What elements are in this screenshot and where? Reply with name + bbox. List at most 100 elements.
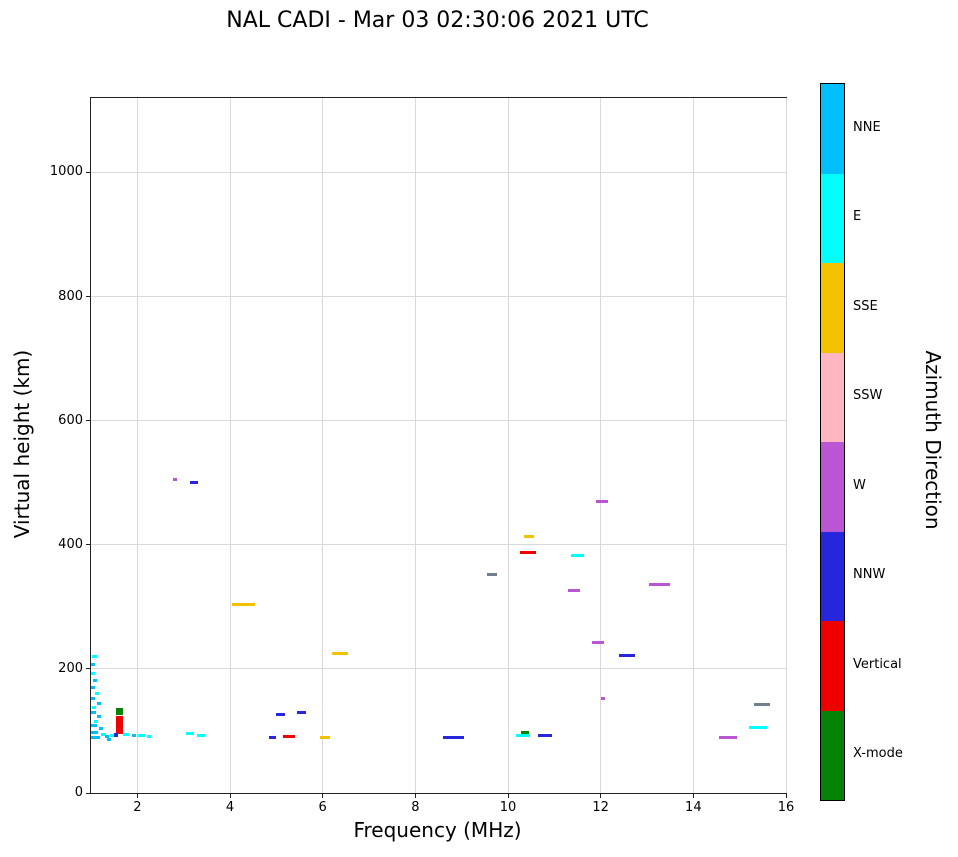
x-tick-label: 12 [592,800,609,815]
x-tick [414,793,416,798]
colorbar-segment-e [821,173,844,263]
colorbar-label-ssw: SSW [853,388,883,404]
echo-trace [92,706,97,710]
echo-trace [297,710,307,714]
x-tick [322,793,324,798]
echo-trace [320,735,330,739]
echo-trace [232,603,256,607]
x-tick-label: 14 [685,800,702,815]
echo-trace [516,734,531,738]
x-gridline [692,98,694,793]
echo-trace [91,723,97,727]
x-gridline [785,98,787,793]
colorbar-segment-ssw [821,352,844,442]
x-tick [229,793,231,798]
x-tick [785,793,787,798]
echo-trace [94,691,99,695]
colorbar-segment-nne [821,84,844,174]
x-tick [507,793,509,798]
echo-trace [91,671,95,675]
colorbar-label-nnw: NNW [853,567,886,583]
x-gridline [414,98,416,793]
colorbar-label-e: E [853,209,862,225]
echo-trace [116,708,124,716]
colorbar-label-nne: NNE [853,119,881,135]
echo-trace [443,735,464,739]
echo-trace [92,679,97,683]
x-tick-label: 10 [499,800,517,815]
echo-trace [619,653,636,657]
y-tick [86,544,91,546]
echo-trace [649,583,671,586]
echo-trace [172,478,177,482]
y-tick [86,171,91,173]
echo-trace [109,733,115,737]
plot-area: 2 4 6 8 10 12 14 16 0 200 400 600 800 1000 [50,97,794,815]
echo-trace [97,715,102,719]
echo-trace [101,732,106,736]
y-axis-label: Virtual height (km) [10,349,34,539]
colorbar-segment-vertical [821,621,844,711]
y-gridline [91,544,786,546]
colorbar-label-vertical: Vertical [853,656,902,672]
colorbar [820,83,845,801]
echo-trace [196,734,205,738]
x-tick [136,793,138,798]
echo-trace [91,686,95,689]
x-gridline [600,98,602,793]
y-tick-label: 200 [58,660,83,676]
x-gridline [507,98,509,793]
echo-trace [519,550,536,554]
colorbar-label-sse: SSE [853,298,878,314]
echo-trace [91,711,96,715]
echo-trace [718,735,738,739]
echo-trace [116,722,124,735]
colorbar-segment-x-mode [821,710,844,800]
y-gridline [91,296,786,298]
colorbar-label-x-mode: X-mode [853,746,903,762]
echo-trace [520,731,530,735]
echo-trace [570,554,585,558]
colorbar-label-w: W [853,477,866,493]
y-tick-label: 600 [58,412,83,428]
echo-trace [592,641,604,645]
colorbar-axis-label: Azimuth Direction [921,350,945,530]
echo-trace [753,703,770,707]
echo-trace [91,697,95,701]
x-gridline [229,98,231,793]
y-tick-label: 400 [58,536,83,552]
echo-trace [568,588,580,592]
y-tick-label: 1000 [49,164,83,180]
x-tick-label: 16 [777,800,795,815]
chart-title: NAL CADI - Mar 03 02:30:06 2021 UTC [226,8,649,33]
echo-trace [116,715,124,723]
x-tick [692,793,694,798]
echo-trace [748,726,768,730]
echo-trace [91,663,95,667]
echo-trace [91,731,99,735]
echo-trace [269,735,277,739]
echo-trace [190,481,198,485]
echo-trace [131,734,137,738]
colorbar-segment-nnw [821,531,844,621]
x-tick-label: 2 [133,800,142,815]
x-tick-label: 8 [411,800,420,815]
y-gridline [91,171,786,173]
x-tick-label: 6 [318,800,327,815]
echo-trace [185,731,195,735]
y-tick [86,792,91,794]
echo-trace [91,735,101,739]
x-tick [600,793,602,798]
echo-trace [487,573,498,577]
echo-trace [104,735,109,739]
echo-trace [596,499,608,503]
y-tick-label: 800 [58,288,83,304]
colorbar-segment-sse [821,263,844,353]
echo-trace [99,726,104,730]
y-tick-label: 0 [74,785,83,800]
echo-trace [138,733,145,737]
y-tick [86,668,91,670]
echo-trace [96,702,101,706]
echo-trace [93,719,99,723]
